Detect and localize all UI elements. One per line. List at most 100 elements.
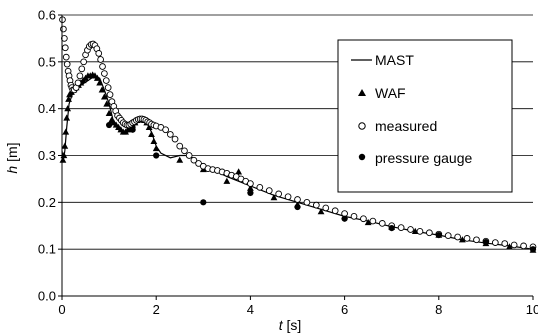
data-point-waf (103, 100, 111, 107)
data-point-pressure-gauge (435, 232, 442, 239)
axes (58, 14, 534, 300)
legend-label-pressure-gauge: pressure gauge (375, 150, 473, 166)
data-point-measured (247, 180, 254, 187)
data-point-measured (171, 135, 179, 143)
data-point-measured (284, 193, 292, 201)
data-point-measured (99, 63, 106, 70)
plot-series (59, 16, 537, 253)
data-point-measured (190, 156, 198, 164)
series-pressure-gauge (106, 121, 537, 253)
legend-label-waf: WAF (375, 85, 406, 101)
data-point-measured (510, 241, 518, 249)
data-point-measured (360, 215, 367, 223)
data-point-waf (317, 208, 325, 215)
data-point-pressure-gauge (200, 199, 207, 206)
data-point-measured (322, 204, 330, 212)
y-tick-label: 0.3 (38, 148, 56, 163)
data-point-measured (63, 60, 71, 68)
data-point-measured (60, 25, 67, 33)
data-point-waf (148, 130, 155, 138)
data-point-measured (369, 217, 377, 225)
data-point-waf (364, 218, 372, 226)
x-axis-label: t [s] (279, 317, 302, 333)
tick-labels: 0.0 0.1 0.2 0.3 0.4 0.5 0.6 0 2 4 6 8 10 (38, 8, 538, 318)
data-point-measured (275, 190, 283, 198)
data-point-measured (256, 183, 264, 191)
data-point-measured (176, 142, 184, 150)
data-point-measured (501, 240, 509, 247)
data-point-measured (397, 224, 405, 231)
data-point-pressure-gauge (341, 215, 348, 222)
data-point-measured (303, 198, 311, 206)
data-point-measured (166, 131, 174, 138)
data-point-waf (64, 105, 72, 112)
legend-open-circle-swatch (358, 122, 366, 130)
data-point-pressure-gauge (482, 239, 489, 246)
data-point-waf (235, 168, 243, 175)
data-point-measured (80, 58, 88, 66)
data-point-waf (223, 177, 231, 184)
data-point-measured (473, 236, 480, 244)
data-point-waf (145, 123, 153, 130)
y-tick-label: 0.1 (38, 242, 56, 257)
legend-label-mast: MAST (375, 52, 414, 68)
y-tick-label: 0.6 (38, 8, 56, 23)
data-point-waf (150, 137, 158, 145)
data-point-measured (444, 232, 452, 239)
data-point-measured (491, 239, 499, 246)
x-tick-label: 2 (153, 302, 160, 317)
data-point-waf (270, 194, 278, 201)
legend-box (337, 39, 513, 193)
y-tick-label: 0.2 (38, 195, 56, 210)
data-point-measured (294, 196, 301, 203)
legend-item-waf: WAF (358, 85, 406, 101)
legend-filled-circle-swatch (358, 153, 366, 161)
data-point-waf (59, 156, 67, 163)
data-point-pressure-gauge (529, 246, 537, 253)
legend-item-measured: measured (358, 118, 437, 134)
legend-triangle-swatch (358, 89, 366, 96)
data-point-measured (101, 70, 108, 77)
x-tick-label: 8 (435, 302, 442, 317)
data-point-pressure-gauge (106, 121, 113, 129)
data-point-measured (463, 235, 471, 242)
data-point-measured (104, 84, 112, 91)
data-point-waf (63, 114, 71, 121)
data-point-waf (62, 128, 70, 135)
data-point-waf (105, 109, 113, 116)
data-point-measured (350, 213, 358, 220)
data-point-waf (506, 243, 513, 250)
data-point-measured (97, 56, 104, 63)
data-point-waf (176, 156, 184, 163)
data-point-measured (185, 152, 193, 159)
data-point-pressure-gauge (294, 203, 301, 211)
data-point-waf (100, 93, 108, 100)
series-measured (59, 16, 537, 251)
data-point-measured (520, 242, 527, 250)
data-point-measured (454, 233, 461, 241)
y-tick-label: 0.4 (38, 101, 56, 116)
data-point-waf (61, 142, 69, 149)
data-point-waf (458, 236, 466, 243)
data-point-pressure-gauge (388, 224, 395, 232)
data-point-waf (152, 144, 160, 152)
data-point-waf (247, 184, 254, 191)
data-point-measured (312, 201, 320, 209)
legend: MAST WAF measured pressure gauge (337, 39, 513, 193)
x-tick-label: 10 (526, 302, 538, 317)
data-point-measured (331, 207, 339, 215)
data-point-measured (426, 229, 433, 237)
data-point-measured (76, 72, 84, 80)
data-point-waf (98, 86, 106, 93)
data-point-measured (62, 53, 70, 61)
data-point-measured (95, 50, 103, 57)
legend-item-pressure-gauge: pressure gauge (358, 150, 473, 166)
y-tick-label: 0.0 (38, 289, 56, 304)
data-point-measured (74, 79, 82, 87)
data-point-measured (378, 220, 386, 227)
data-point-measured (162, 126, 169, 134)
data-point-pressure-gauge (247, 189, 254, 197)
data-point-measured (106, 91, 114, 98)
gridlines (62, 14, 533, 250)
